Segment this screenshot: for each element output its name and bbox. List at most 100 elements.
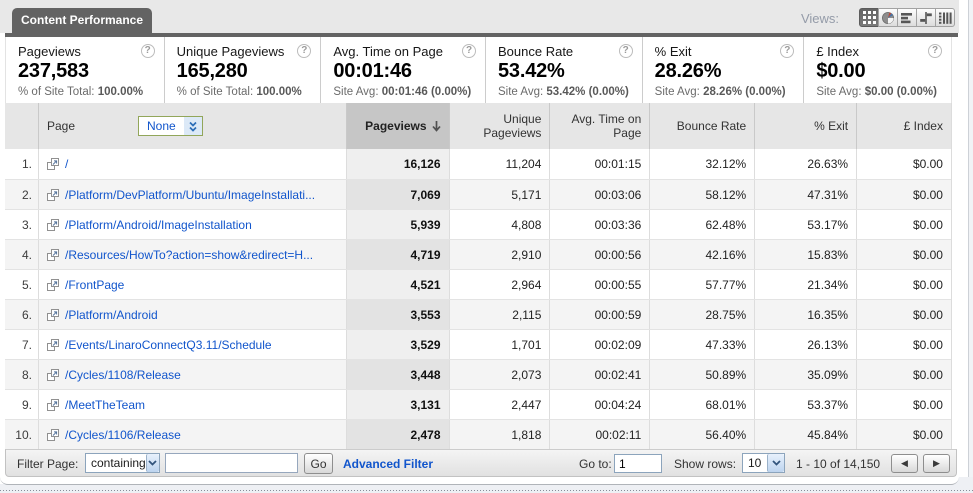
views-button-comparison-view[interactable] xyxy=(916,8,936,27)
open-in-new-window-icon[interactable] xyxy=(46,248,59,261)
exit-cell: 53.37% xyxy=(754,390,856,419)
column-header-label: Bounce Rate xyxy=(676,119,747,133)
metric-value: 53.42% xyxy=(498,60,565,82)
views-button-percentage-view[interactable] xyxy=(878,8,898,27)
views-button-table-view[interactable] xyxy=(859,8,879,27)
avg-time-cell: 00:02:09 xyxy=(549,330,649,359)
metric-subtext: Site Avg: $0.00 (0.00%) xyxy=(816,86,937,98)
page-link[interactable]: /FrontPage xyxy=(64,277,125,292)
page-link[interactable]: /Platform/Android/ImageInstallation xyxy=(64,217,252,232)
column-header-label: Avg. Time on Page xyxy=(571,112,642,140)
metric-title: Pageviews xyxy=(18,44,81,59)
open-in-new-window-icon[interactable] xyxy=(46,188,59,201)
tab-content-performance[interactable]: Content Performance xyxy=(12,8,153,33)
page-link[interactable]: /Platform/DevPlatform/Ubuntu/ImageInstal… xyxy=(64,187,316,202)
page-link[interactable]: /Cycles/1106/Release xyxy=(64,427,181,442)
table-row: 1. / 16,126 11,204 00:01:15 32.12% 26.63% $0.00 xyxy=(5,149,951,179)
next-page-button[interactable]: ▶ xyxy=(923,454,950,473)
row-index: 10. xyxy=(15,427,32,442)
page-link[interactable]: /MeetTheTeam xyxy=(64,397,146,412)
page-cell: /Platform/DevPlatform/Ubuntu/ImageInstal… xyxy=(37,180,346,209)
views-button-pivot-view[interactable] xyxy=(935,8,955,27)
help-icon[interactable]: ? xyxy=(780,44,795,58)
open-in-new-window-icon[interactable] xyxy=(46,338,59,351)
column-header-index[interactable]: £ Index xyxy=(856,103,951,149)
open-in-new-window-icon[interactable] xyxy=(46,368,59,381)
column-header-label: % Exit xyxy=(814,119,849,133)
column-header-label: Unique Pageviews xyxy=(483,112,542,140)
bounce-cell: 58.12% xyxy=(649,180,754,209)
table-row: 7. /Events/LinaroConnectQ3.11/Schedule 3,5… xyxy=(5,329,951,359)
column-header-page[interactable]: Page None xyxy=(37,103,346,149)
avg-time-cell: 00:03:36 xyxy=(549,210,649,239)
metric-subvalue: 28.26% (0.00%) xyxy=(703,86,786,98)
page-bottom-strip xyxy=(0,484,973,493)
goto-page-input[interactable] xyxy=(614,454,662,473)
open-in-new-window-icon[interactable] xyxy=(46,218,59,231)
page-link[interactable]: /Platform/Android xyxy=(64,307,158,322)
unique-pageviews-cell: 2,910 xyxy=(448,240,550,269)
column-header-label: Pageviews xyxy=(365,119,427,133)
table-row: 3. /Platform/Android/ImageInstallation 5,9… xyxy=(5,209,951,239)
row-index: 6. xyxy=(21,307,32,322)
pivot-view-icon xyxy=(938,11,952,25)
report-panel: Content Performance Views: Pageviews? 237… xyxy=(0,0,959,485)
help-icon[interactable]: ? xyxy=(462,44,476,58)
open-in-new-window-icon[interactable] xyxy=(46,428,59,441)
page-link[interactable]: / xyxy=(64,157,69,171)
column-header-exit[interactable]: % Exit xyxy=(754,103,856,149)
previous-arrow-icon: ◀ xyxy=(901,458,908,468)
column-header-avg_time[interactable]: Avg. Time on Page xyxy=(549,103,649,149)
column-header-pageviews[interactable]: Pageviews xyxy=(345,103,449,149)
unique-pageviews-cell: 2,447 xyxy=(448,390,550,419)
open-in-new-window-icon[interactable] xyxy=(46,308,59,321)
open-in-new-window-icon[interactable] xyxy=(46,158,59,170)
secondary-dimension-select[interactable]: None xyxy=(137,116,203,136)
column-header-bounce[interactable]: Bounce Rate xyxy=(649,103,754,149)
help-icon[interactable]: ? xyxy=(928,44,943,58)
page-cell: /Platform/Android/ImageInstallation xyxy=(37,210,346,239)
secondary-dimension-value: None xyxy=(146,119,176,133)
tab-label: Content Performance xyxy=(21,13,144,27)
exit-cell: 45.84% xyxy=(754,420,856,449)
exit-cell: 26.13% xyxy=(754,330,856,359)
advanced-filter-link[interactable]: Advanced Filter xyxy=(343,457,434,471)
help-icon[interactable]: ? xyxy=(618,44,633,58)
views-button-group xyxy=(859,8,955,27)
metric-value: 00:01:46 xyxy=(333,60,412,82)
pageviews-cell: 3,529 xyxy=(345,330,449,359)
page-cell: /MeetTheTeam xyxy=(37,390,346,419)
pageviews-cell: 4,521 xyxy=(345,270,449,299)
metric-value: 28.26% xyxy=(654,60,722,82)
metric-card-3: Avg. Time on Page? 00:01:46 Site Avg: 00:0… xyxy=(320,37,485,103)
page-link[interactable]: /Events/LinaroConnectQ3.11/Schedule xyxy=(64,337,272,352)
pagination-range-text: 1 - 10 of 14,150 xyxy=(796,457,881,471)
open-in-new-window-icon[interactable] xyxy=(46,278,59,291)
help-icon[interactable]: ? xyxy=(297,44,312,58)
views-button-performance-view[interactable] xyxy=(897,8,917,27)
previous-page-button[interactable]: ◀ xyxy=(891,454,918,473)
metric-subvalue: 00:01:46 (0.00%) xyxy=(381,86,472,98)
pageviews-cell: 16,126 xyxy=(345,149,449,179)
right-gutter-line xyxy=(968,0,969,490)
avg-time-cell: 00:00:59 xyxy=(549,300,649,329)
go-button[interactable]: Go xyxy=(304,453,333,474)
bounce-cell: 62.48% xyxy=(649,210,754,239)
pageviews-cell: 3,131 xyxy=(345,390,449,419)
right-gutter xyxy=(969,0,973,484)
index-cell: $0.00 xyxy=(856,210,951,239)
metric-subvalue: $0.00 (0.00%) xyxy=(864,86,937,98)
page-cell: /FrontPage xyxy=(37,270,346,299)
help-icon[interactable]: ? xyxy=(140,44,155,58)
page-link[interactable]: /Cycles/1108/Release xyxy=(64,367,181,382)
column-header-unique_pageviews[interactable]: Unique Pageviews xyxy=(448,103,550,149)
metric-value: $0.00 xyxy=(816,60,866,82)
open-in-new-window-icon[interactable] xyxy=(46,398,59,411)
exit-cell: 21.34% xyxy=(754,270,856,299)
avg-time-cell: 00:00:56 xyxy=(549,240,649,269)
show-rows-select[interactable]: 10 xyxy=(742,453,785,473)
index-cell: $0.00 xyxy=(856,390,951,419)
filter-page-input[interactable] xyxy=(165,453,298,473)
page-link[interactable]: /Resources/HowTo?action=show&redirect=H.… xyxy=(64,247,314,262)
filter-match-select[interactable]: containing xyxy=(85,453,160,473)
